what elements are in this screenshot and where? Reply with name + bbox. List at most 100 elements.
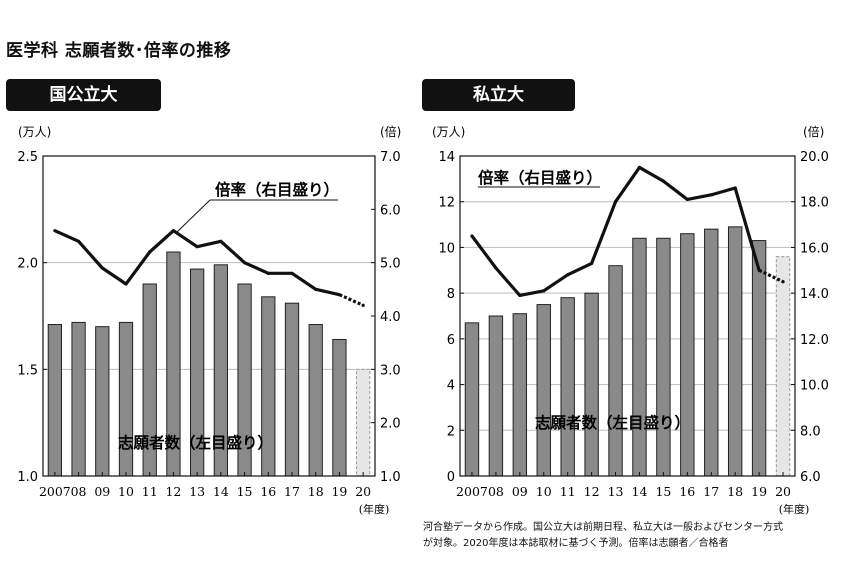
- left-tick-label-7: 14: [438, 150, 455, 165]
- ratio-label-leader: [176, 199, 211, 233]
- ratio-point-10: [124, 282, 128, 286]
- right-tick-label-2: 3.0: [380, 363, 401, 378]
- ratio-line-forecast: [338, 293, 364, 307]
- bar-14: [632, 237, 647, 477]
- panel-label-private: 私立大: [422, 79, 575, 111]
- right-tick-label-0: 1.0: [380, 470, 401, 485]
- x-tick-label-16: 16: [260, 484, 276, 499]
- left-tick-label-1: 2: [447, 424, 455, 439]
- right-tick-label-1: 8.0: [800, 424, 821, 439]
- footnote: 河合塾データから作成。国公立大は前期日程、私立大は一般およびセンター方式 が対象…: [423, 520, 843, 552]
- bar-09: [512, 313, 528, 477]
- ratio-point-15: [242, 261, 247, 265]
- left-tick-label-0: 0: [447, 470, 455, 485]
- x-tick-label-19: 19: [331, 484, 347, 499]
- x-tick-label-19: 19: [751, 484, 767, 499]
- plot-frame: [459, 155, 796, 477]
- footnote-line-2: が対象。2020年度は本誌取材に基づく予測。倍率は志願者／合格者: [423, 538, 729, 549]
- ratio-point-2007: [53, 229, 57, 233]
- panel-label-national: 国公立大: [6, 79, 161, 111]
- bar-10: [536, 304, 551, 477]
- x-axis-unit: (年度): [359, 502, 390, 516]
- ratio-point-10: [542, 289, 546, 293]
- x-tick-label-12: 12: [165, 484, 181, 499]
- ratio-point-12: [590, 261, 594, 266]
- page-title: 医学科 志願者数･倍率の推移: [6, 41, 232, 61]
- left-tick-label-0: 1.0: [17, 470, 38, 485]
- ratio-point-08: [76, 239, 81, 243]
- bar-15: [656, 237, 671, 477]
- left-tick-label-2: 2.0: [17, 257, 38, 272]
- x-tick-label-09: 09: [512, 484, 528, 499]
- x-tick-label-17: 17: [284, 484, 300, 499]
- bar-17: [704, 228, 719, 477]
- bar-16: [680, 233, 695, 477]
- right-tick-label-6: 18.0: [800, 196, 829, 211]
- x-tick-label-11: 11: [142, 484, 158, 499]
- ratio-point-16: [266, 271, 270, 275]
- x-tick-label-09: 09: [94, 484, 110, 499]
- bar-19: [751, 240, 767, 477]
- x-tick-label-10: 10: [536, 484, 552, 499]
- bar-08: [71, 321, 86, 477]
- ratio-line-forecast: [758, 268, 784, 284]
- right-tick-label-5: 6.0: [380, 203, 401, 218]
- x-tick-label-12: 12: [584, 484, 600, 499]
- x-tick-label-13: 13: [608, 484, 624, 499]
- ratio-point-15: [661, 179, 665, 183]
- footnote-line-1: 河合塾データから作成。国公立大は前期日程、私立大は一般およびセンター方式: [423, 522, 783, 533]
- x-tick-label-14: 14: [632, 484, 648, 499]
- x-tick-label-10: 10: [118, 484, 134, 499]
- bar-20: [775, 256, 791, 477]
- x-tick-label-18: 18: [727, 484, 743, 499]
- x-tick-label-2007: 2007: [39, 484, 71, 499]
- bar-18: [308, 324, 323, 477]
- ratio-point-12: [171, 229, 176, 233]
- ratio-series-label: 倍率（右目盛り）: [478, 168, 602, 187]
- left-tick-label-4: 8: [447, 287, 455, 302]
- bar-08: [488, 315, 504, 477]
- bar-2007: [47, 324, 62, 477]
- right-tick-label-5: 16.0: [800, 241, 829, 256]
- right-tick-label-1: 2.0: [380, 417, 401, 432]
- right-tick-label-4: 14.0: [800, 287, 829, 302]
- ratio-point-14: [637, 165, 642, 170]
- right-tick-label-0: 6.0: [800, 470, 821, 485]
- ratio-point-20: [781, 280, 785, 284]
- bar-10: [118, 321, 134, 477]
- x-tick-label-16: 16: [679, 484, 695, 499]
- x-tick-label-2007: 2007: [456, 484, 488, 499]
- ratio-point-09: [100, 266, 104, 270]
- x-tick-label-20: 20: [355, 484, 371, 499]
- left-tick-label-6: 12: [438, 196, 455, 211]
- ratio-point-17: [709, 193, 713, 197]
- ratio-point-13: [195, 245, 199, 249]
- ratio-point-16: [685, 197, 689, 202]
- ratio-point-18: [314, 287, 318, 291]
- right-axis-unit: (倍): [380, 124, 401, 139]
- right-tick-label-7: 20.0: [800, 150, 829, 165]
- bar-18: [727, 226, 743, 477]
- ratio-point-2007: [470, 234, 474, 238]
- x-tick-label-18: 18: [308, 484, 324, 499]
- ratio-point-09: [518, 293, 522, 298]
- x-tick-label-15: 15: [655, 484, 671, 499]
- left-tick-label-3: 2.5: [17, 150, 38, 165]
- x-axis-unit: (年度): [779, 502, 810, 516]
- right-tick-label-6: 7.0: [380, 150, 401, 165]
- left-axis-unit: (万人): [432, 125, 465, 139]
- left-tick-label-5: 10: [438, 241, 455, 256]
- ratio-point-14: [219, 239, 223, 243]
- x-tick-label-08: 08: [71, 484, 87, 499]
- bar-17: [284, 302, 300, 477]
- right-tick-label-3: 4.0: [380, 310, 401, 325]
- ratio-point-11: [148, 250, 152, 254]
- x-tick-label-17: 17: [703, 484, 719, 499]
- bar-20: [356, 368, 371, 477]
- bar-11: [560, 297, 575, 477]
- right-tick-label-2: 10.0: [800, 379, 829, 394]
- bar-13: [608, 265, 623, 477]
- plot-frame: [42, 155, 376, 477]
- ratio-point-20: [361, 303, 365, 307]
